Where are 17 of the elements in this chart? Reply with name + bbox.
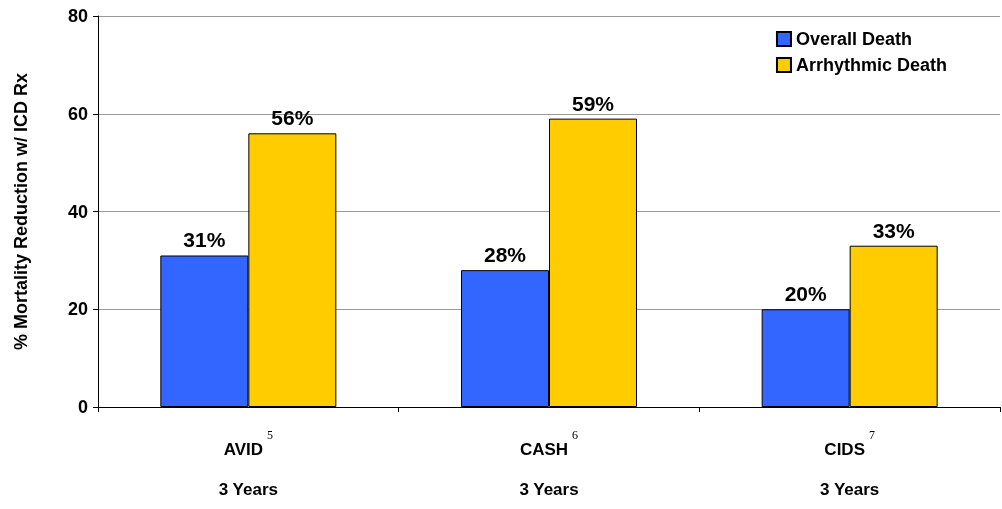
legend-label: Overall Death xyxy=(795,29,913,49)
data-label: 20% xyxy=(784,282,828,306)
data-label: 28% xyxy=(483,243,527,267)
y-tick-label: 0 xyxy=(77,397,88,417)
y-tick-label: 80 xyxy=(67,6,88,26)
category-label: AVID5 3 Years xyxy=(218,428,278,499)
category-label: CASH6 3 Years xyxy=(519,428,579,499)
legend-label: Arrhythmic Death xyxy=(795,55,947,75)
y-axis-title: % Mortality Reduction w/ ICD Rx xyxy=(11,72,31,351)
y-tick-label: 20 xyxy=(67,299,88,320)
data-label: 31% xyxy=(183,228,226,252)
data-label: 59% xyxy=(571,91,615,115)
data-label: 33% xyxy=(872,218,916,242)
data-label: 56% xyxy=(271,106,314,130)
category-label: CIDS7 3 Years xyxy=(820,428,880,499)
y-tick-label: 60 xyxy=(67,103,88,124)
y-tick-label: 40 xyxy=(67,201,88,222)
